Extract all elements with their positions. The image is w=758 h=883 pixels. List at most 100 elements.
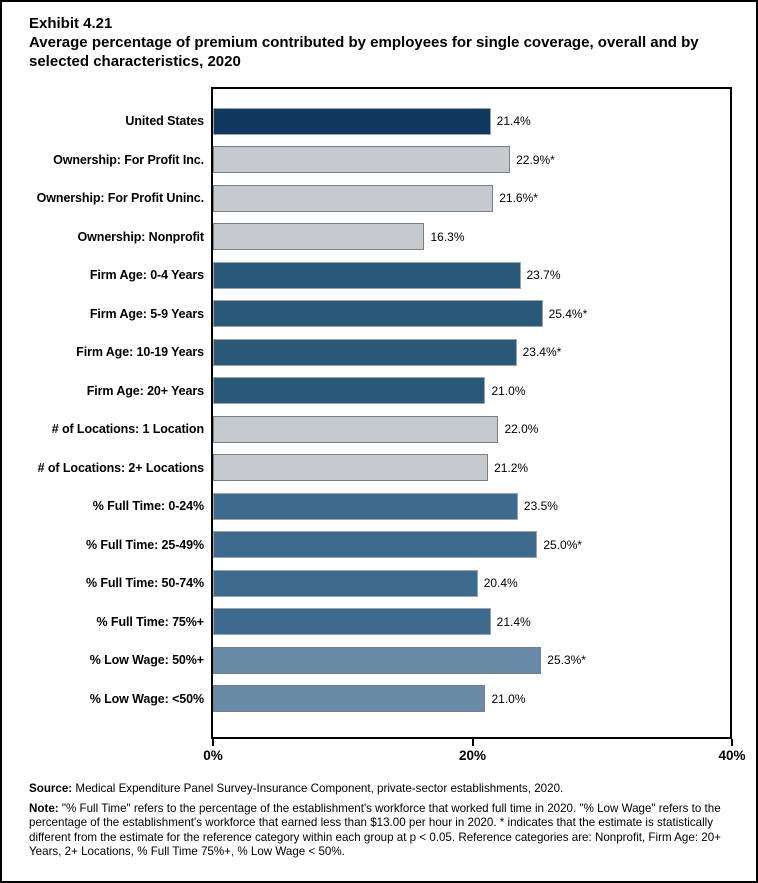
category-label: # of Locations: 1 Location (51, 422, 204, 437)
source-label: Source: (29, 782, 73, 795)
x-axis-tick (471, 739, 474, 746)
bar-row: % Full Time: 50-74% 20.4% (2, 564, 732, 603)
bar-track: 22.0% (213, 410, 732, 449)
value-label: 21.4% (496, 614, 531, 629)
value-label: 25.3%* (547, 653, 586, 668)
bar (213, 107, 491, 135)
source-text: Medical Expenditure Panel Survey-Insuran… (75, 782, 564, 795)
plot-border (211, 87, 732, 739)
x-axis-tick (731, 739, 733, 746)
value-label: 23.4%* (522, 345, 562, 360)
bar-track: 25.0%* (213, 526, 732, 565)
bar-track: 22.9%* (213, 141, 732, 180)
bar-track: 21.6%* (213, 179, 732, 218)
bar (213, 223, 425, 251)
category-label: % Full Time: 25-49% (85, 537, 204, 552)
x-axis-tick-label: 0% (203, 748, 223, 763)
category-label: Firm Age: 20+ Years (86, 383, 204, 398)
bar-row: Firm Age: 0-4 Years 23.7% (2, 256, 732, 295)
bar-row: Firm Age: 5-9 Years 25.4%* (2, 295, 732, 334)
value-label: 23.7% (526, 268, 561, 283)
category-label: Firm Age: 5-9 Years (89, 306, 204, 321)
category-label: % Full Time: 0-24% (92, 499, 204, 514)
note-label: Note: (29, 801, 59, 815)
footnotes: Source: Medical Expenditure Panel Survey… (29, 782, 736, 865)
value-label: 23.5% (523, 499, 558, 514)
bar-row: % Low Wage: 50%+ 25.3%* (2, 641, 732, 680)
bar-row: % Full Time: 0-24% 23.5% (2, 487, 732, 526)
bar (213, 415, 499, 443)
value-label: 21.6%* (499, 191, 538, 206)
bar-track: 25.4%* (213, 295, 732, 334)
bar-row: % Full Time: 75%+ 21.4% (2, 603, 732, 642)
value-label: 21.4% (496, 114, 531, 129)
exhibit-number: Exhibit 4.21 (29, 15, 113, 32)
category-label: Ownership: For Profit Inc. (53, 152, 204, 167)
value-label: 22.9%* (516, 152, 555, 167)
category-label: # of Locations: 2+ Locations (37, 460, 204, 475)
bar-track: 21.0% (213, 680, 732, 719)
bar (213, 377, 486, 405)
note-text: "% Full Time" refers to the percentage o… (29, 801, 721, 859)
category-label: % Full Time: 75%+ (96, 614, 205, 629)
bar (213, 261, 521, 289)
bar (213, 608, 491, 636)
category-label: % Low Wage: <50% (89, 691, 204, 706)
category-label: United States (125, 114, 204, 129)
bar-row: # of Locations: 1 Location 22.0% (2, 410, 732, 449)
bar-row: % Full Time: 25-49% 25.0%* (2, 526, 732, 565)
bar-track: 21.4% (213, 102, 732, 141)
bar (213, 646, 542, 674)
methodology-note: Note: "% Full Time" refers to the percen… (29, 802, 736, 860)
bar (213, 300, 543, 328)
bar (213, 492, 518, 520)
category-label: Ownership: Nonprofit (77, 229, 205, 244)
bar (213, 531, 538, 559)
bar-track: 23.7% (213, 256, 732, 295)
bar (213, 184, 494, 212)
bar-row: # of Locations: 2+ Locations 21.2% (2, 449, 732, 488)
bar-track: 25.3%* (213, 641, 732, 680)
bar-track: 23.4%* (213, 333, 732, 372)
bar (213, 338, 517, 366)
x-axis: 0% 20% 40% (203, 739, 746, 773)
chart-title: Average percentage of premium contribute… (29, 34, 699, 70)
bar-row: Firm Age: 10-19 Years 23.4%* (2, 333, 732, 372)
bar-track: 21.0% (213, 372, 732, 411)
category-label: Firm Age: 10-19 Years (76, 345, 204, 360)
bar-track: 21.2% (213, 449, 732, 488)
bar-track: 23.5% (213, 487, 732, 526)
value-label: 21.2% (494, 460, 529, 475)
bar (213, 569, 478, 597)
bar-row: Ownership: Nonprofit 16.3% (2, 218, 732, 257)
bar-row: Firm Age: 20+ Years 21.0% (2, 372, 732, 411)
bar-row: Ownership: For Profit Uninc. 21.6%* (2, 179, 732, 218)
bar-row: % Low Wage: <50% 21.0% (2, 680, 732, 719)
x-axis-tick (212, 739, 214, 746)
value-label: 25.0%* (543, 537, 583, 552)
value-label: 21.0% (491, 691, 526, 706)
value-label: 20.4% (483, 576, 518, 591)
bar-rows: United States 21.4% Ownership: For Profit … (2, 87, 732, 739)
bar (213, 685, 486, 713)
bar (213, 454, 489, 482)
value-label: 16.3% (430, 229, 465, 244)
x-axis-tick-label: 20% (458, 748, 487, 763)
bar-track: 20.4% (213, 564, 732, 603)
x-axis-tick-label: 40% (718, 748, 746, 763)
bar-track: 21.4% (213, 603, 732, 642)
value-label: 21.0% (491, 383, 526, 398)
category-label: % Low Wage: 50%+ (89, 653, 204, 668)
chart-title-block: Exhibit 4.21 Average percentage of premi… (29, 14, 737, 71)
bar-track: 16.3% (213, 218, 732, 257)
category-label: Ownership: For Profit Uninc. (36, 191, 204, 206)
category-label: % Full Time: 50-74% (85, 576, 204, 591)
bar-row: Ownership: For Profit Inc. 22.9%* (2, 141, 732, 180)
source-note: Source: Medical Expenditure Panel Survey… (29, 782, 736, 797)
bar-row: United States 21.4% (2, 102, 732, 141)
value-label: 25.4%* (548, 306, 588, 321)
bar (213, 146, 511, 174)
category-label: Firm Age: 0-4 Years (89, 268, 204, 283)
value-label: 22.0% (504, 422, 539, 437)
